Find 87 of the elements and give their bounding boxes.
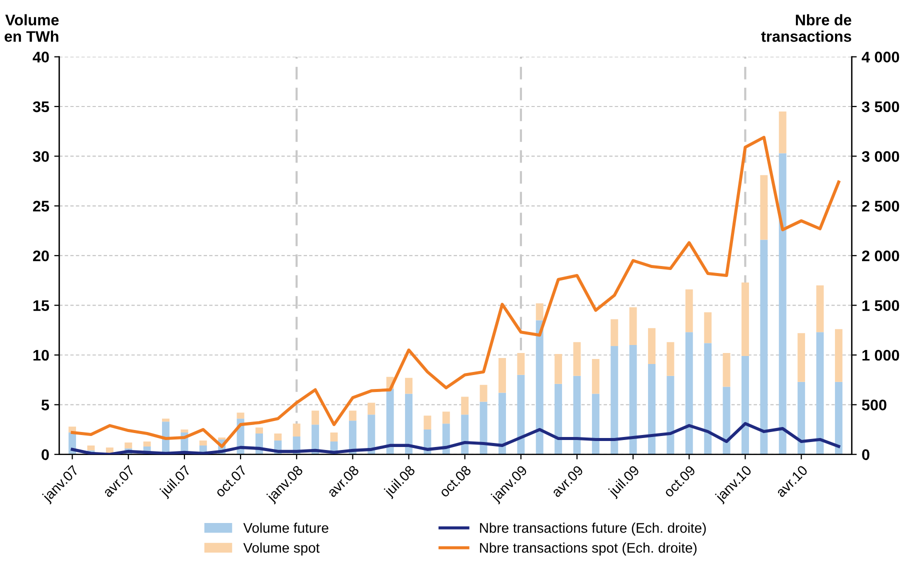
bar: [461, 414, 469, 454]
y2-tick-label: 0: [862, 449, 870, 460]
bar: [330, 432, 338, 442]
bar: [685, 289, 693, 332]
bar: [816, 285, 824, 332]
bar: [704, 312, 712, 344]
bar: [199, 440, 207, 446]
y2-tick-label: 3 000: [862, 151, 900, 162]
y2-axis-title: Nbre de transactions: [761, 14, 852, 42]
bar: [816, 332, 824, 454]
bar: [685, 332, 693, 454]
bar: [312, 410, 320, 425]
bar: [386, 388, 394, 454]
bar: [424, 416, 432, 430]
bar: [648, 328, 656, 364]
bar: [648, 364, 656, 454]
bar: [834, 329, 842, 382]
y2-tick-label: 3 500: [862, 101, 900, 112]
bar: [760, 240, 768, 454]
bar: [610, 346, 618, 454]
bar: [592, 358, 600, 394]
bar: [461, 396, 469, 415]
bar: [480, 384, 488, 402]
bar: [722, 386, 730, 454]
bar: [592, 394, 600, 454]
legend-label: Volume spot: [243, 542, 320, 556]
bar: [629, 307, 637, 346]
bar: [834, 382, 842, 454]
bar: [704, 343, 712, 454]
bar: [778, 153, 786, 454]
bar: [292, 424, 300, 437]
bar: [742, 356, 749, 454]
bar: [162, 418, 170, 422]
y-tick-label: 25: [33, 200, 50, 212]
bar: [778, 111, 786, 154]
bar: [554, 384, 562, 454]
bar: [798, 333, 806, 382]
bar: [143, 441, 151, 446]
bar: [405, 394, 413, 454]
y-tick-label: 0: [42, 449, 49, 460]
bar: [573, 342, 581, 376]
bar: [255, 428, 263, 434]
y2-tick-label: 1 000: [862, 350, 900, 361]
bar: [442, 412, 450, 424]
bar: [610, 319, 618, 346]
bar: [536, 303, 544, 320]
bar: [798, 382, 806, 454]
bar: [180, 430, 188, 433]
y2-tick-label: 1 500: [862, 300, 900, 311]
bar: [368, 414, 376, 454]
bar: [629, 345, 637, 454]
y-tick-label: 35: [32, 101, 50, 112]
y-tick-label: 40: [32, 52, 49, 62]
bar: [87, 445, 95, 450]
y-tick-label: 15: [33, 300, 50, 311]
y-tick-label: 20: [33, 250, 49, 262]
bar: [742, 282, 749, 356]
y2-tick-label: 2 000: [862, 250, 900, 262]
y2-tick-label: 2 500: [862, 200, 900, 212]
y-tick-label: 5: [41, 400, 50, 410]
bar: [480, 402, 488, 454]
bar: [368, 402, 376, 415]
y2-tick-label: 4 000: [862, 52, 900, 62]
bar: [536, 320, 544, 454]
legend-label: Volume future: [243, 522, 328, 533]
bar: [760, 175, 768, 240]
bar: [666, 342, 674, 376]
bar: [498, 392, 506, 454]
y-axis-title: Volume en TWh: [4, 14, 59, 42]
y2-tick-label: 500: [862, 400, 886, 410]
bar: [405, 378, 413, 394]
bar: [517, 374, 525, 454]
bar: [236, 412, 244, 419]
legend-label: Nbre transactions future (Ech. droite): [480, 522, 706, 536]
line-series: [70, 422, 840, 454]
legend-label: Nbre transactions spot (Ech. droite): [480, 542, 697, 556]
bar: [348, 420, 356, 454]
bar: [517, 353, 525, 375]
y-tick-label: 10: [33, 350, 49, 361]
bar: [498, 358, 506, 393]
bar: [124, 442, 132, 448]
bar: [274, 434, 282, 440]
bar: [666, 376, 674, 454]
bar: [722, 353, 730, 387]
bar: [348, 410, 356, 421]
y-tick-label: 30: [32, 151, 49, 162]
bar: [554, 354, 562, 384]
